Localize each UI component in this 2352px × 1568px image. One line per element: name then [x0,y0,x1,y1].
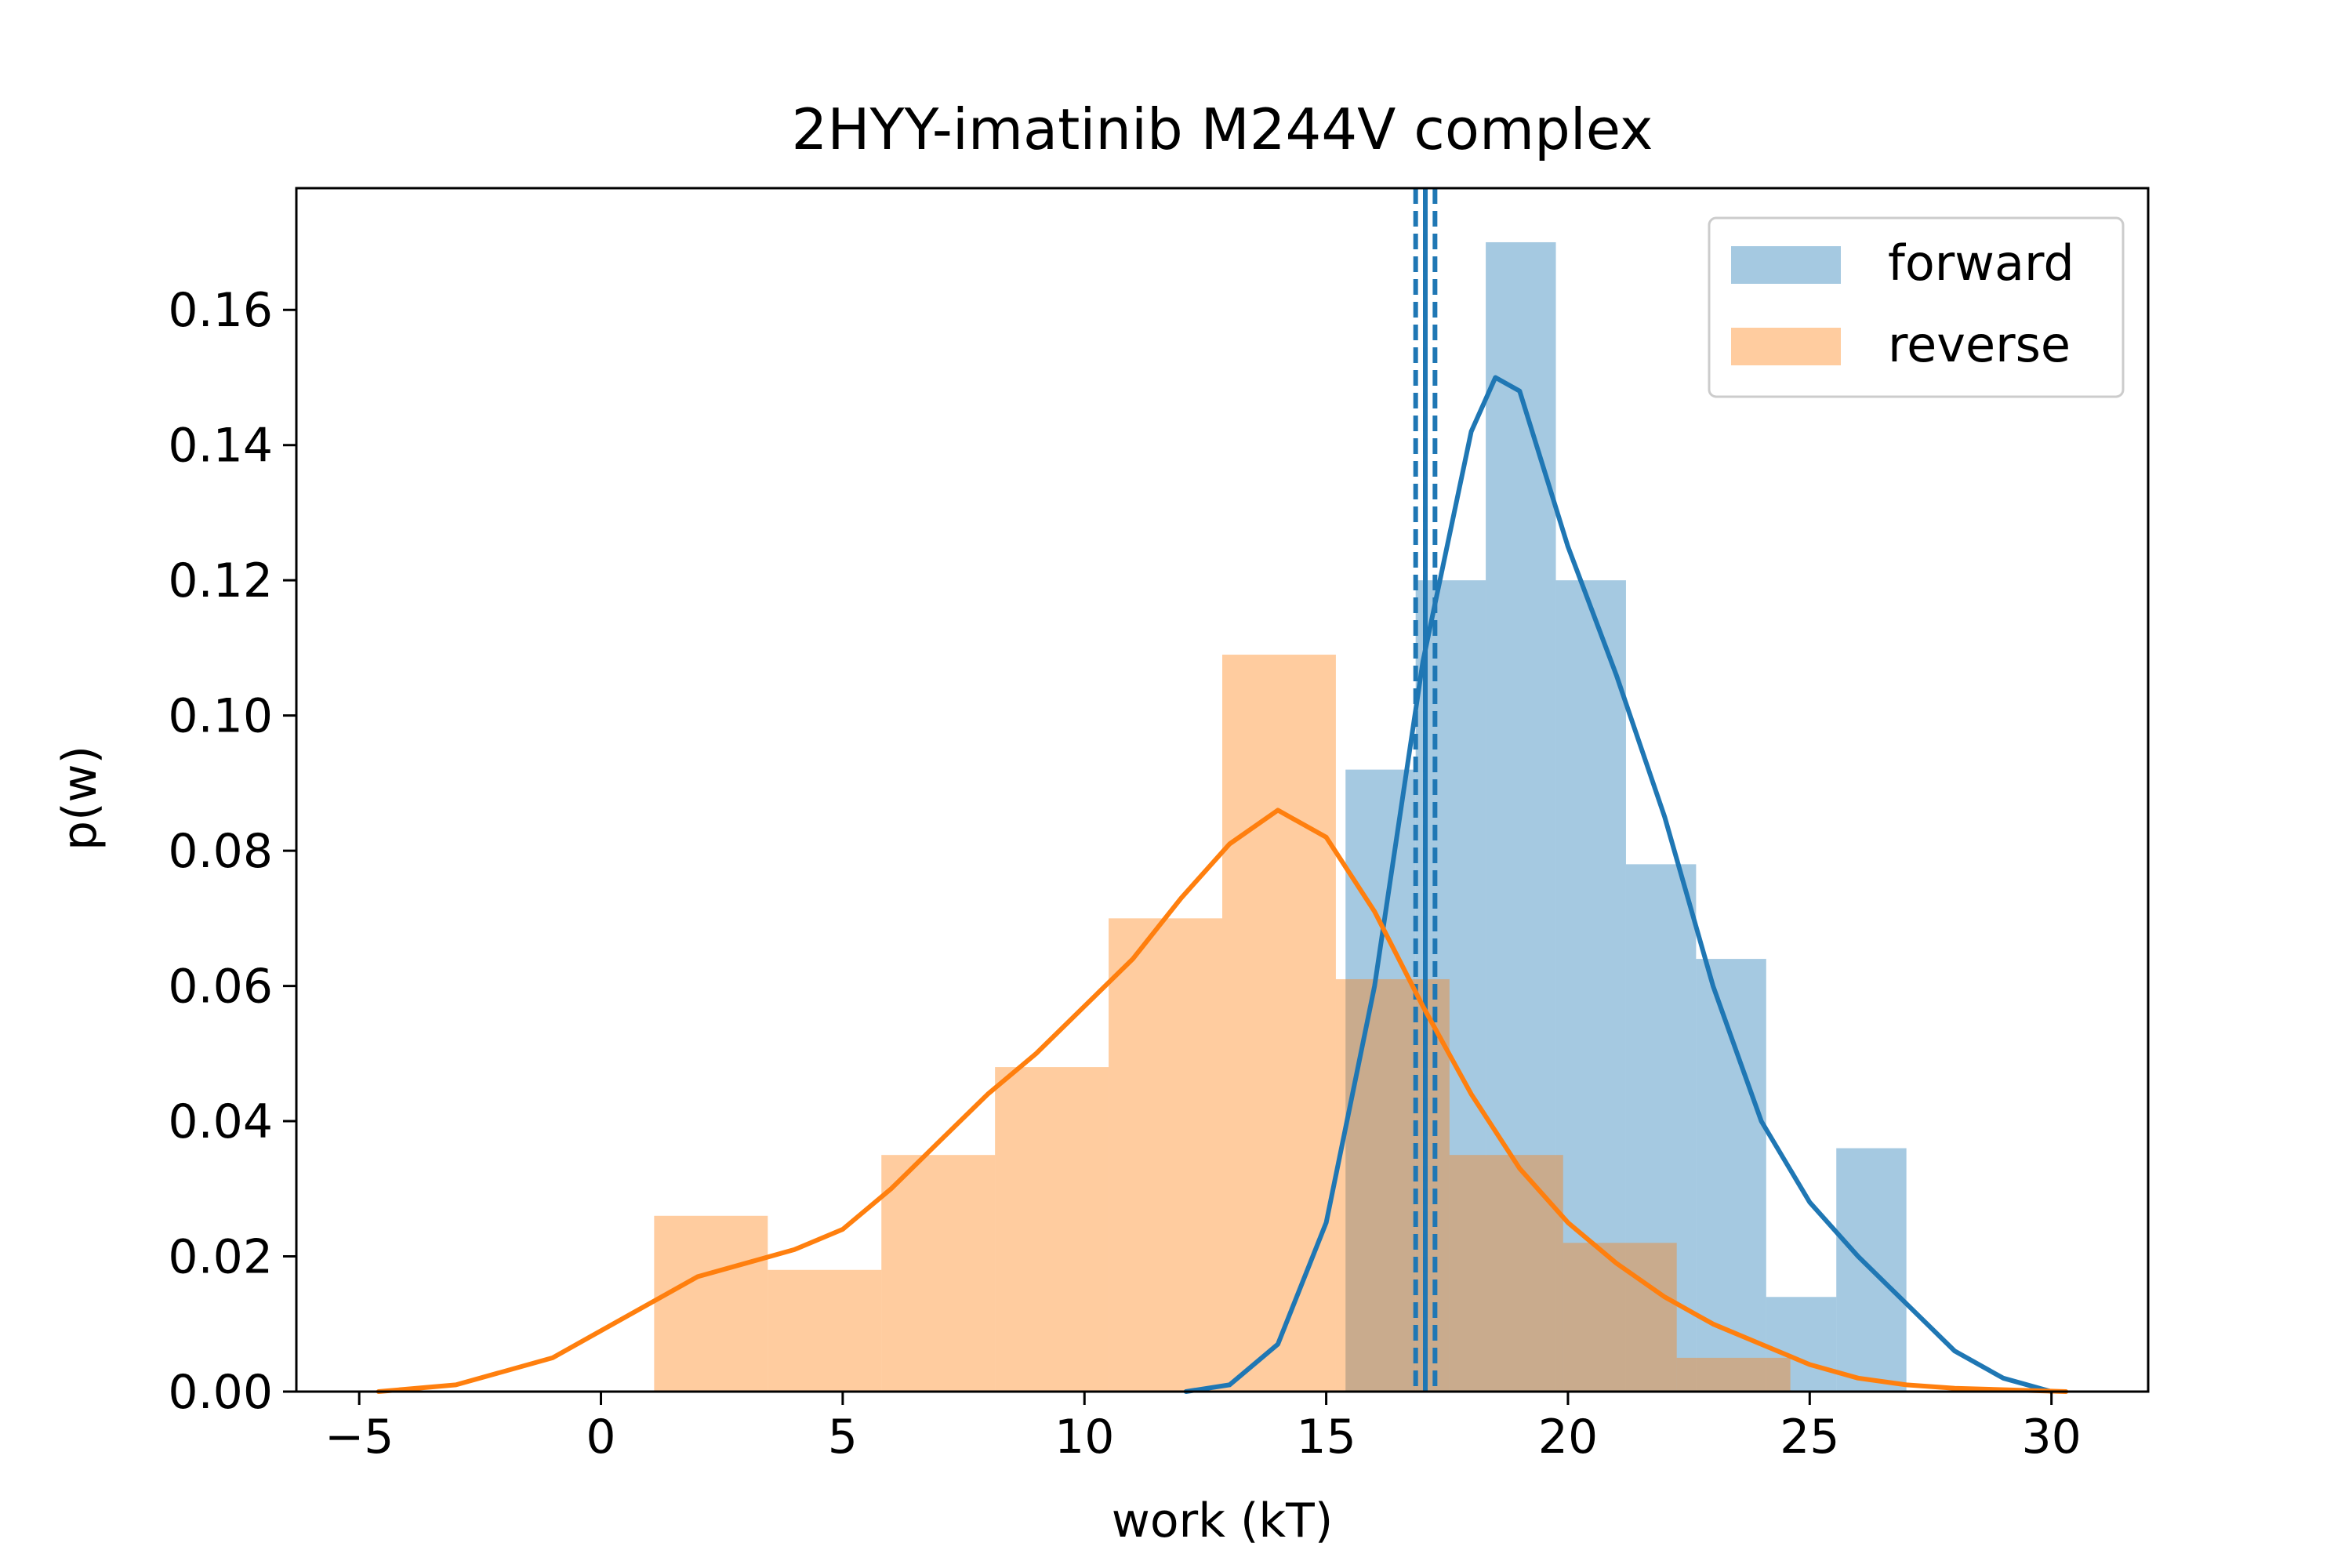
legend-frame [1708,216,2125,398]
histogram-bars [654,241,1907,1392]
legend-label-reverse: reverse [1888,316,2071,373]
bar-reverse-5 [1222,655,1336,1392]
x-tick-label: −5 [325,1410,394,1465]
legend-swatch-reverse [1731,328,1841,365]
chart-title: 2HYY-imatinib M244V complex [792,96,1653,162]
y-tick-label: 0.10 [168,689,273,744]
kde-curves [376,375,2069,1394]
x-tick-label: 5 [828,1410,858,1465]
bar-forward-2 [1486,241,1556,1392]
bar-reverse-9 [1676,1357,1791,1392]
x-axis-ticks: −5 0 5 10 15 20 25 30 [325,1392,2082,1465]
kde-curve-forward [1183,375,2054,1394]
y-tick-label: 0.16 [168,283,273,338]
y-tick-label: 0.04 [168,1094,273,1149]
bar-forward-4 [1625,864,1697,1392]
bar-reverse-6 [1335,978,1450,1392]
plot-area-frame [295,187,2150,1393]
x-tick-label: 10 [1054,1410,1114,1465]
x-tick-label: 15 [1296,1410,1356,1465]
x-tick-label: 0 [586,1410,615,1465]
y-tick-label: 0.14 [168,419,273,474]
x-tick-label: 25 [1780,1410,1839,1465]
legend: forward reverse [1708,216,2125,398]
bar-forward-5 [1696,959,1766,1392]
bar-reverse-4 [1109,918,1222,1392]
y-tick-label: 0.12 [168,554,273,608]
bar-forward-3 [1555,580,1626,1392]
bar-reverse-3 [995,1067,1109,1392]
y-tick-label: 0.02 [168,1230,273,1285]
legend-label-forward: forward [1888,234,2074,292]
kde-curve-reverse [376,808,2069,1394]
x-tick-label: 30 [2021,1410,2081,1465]
legend-swatch-forward [1731,246,1841,284]
bar-reverse-0 [654,1215,768,1392]
y-tick-label: 0.06 [168,960,273,1014]
y-tick-label: 0.08 [168,824,273,879]
bar-forward-6 [1766,1297,1837,1392]
x-axis-label: work (kT) [1112,1494,1333,1548]
bar-reverse-7 [1449,1155,1563,1392]
bar-reverse-1 [768,1269,882,1392]
y-tick-label: 0.00 [168,1365,273,1420]
bar-reverse-2 [881,1155,996,1392]
y-axis-ticks: 0.00 0.02 0.04 0.06 0.08 0.10 0.12 0.14 0.16 [168,283,296,1420]
x-tick-label: 20 [1538,1410,1598,1465]
mean-lines [1413,188,1438,1392]
y-axis-label: p(w) [53,746,107,851]
